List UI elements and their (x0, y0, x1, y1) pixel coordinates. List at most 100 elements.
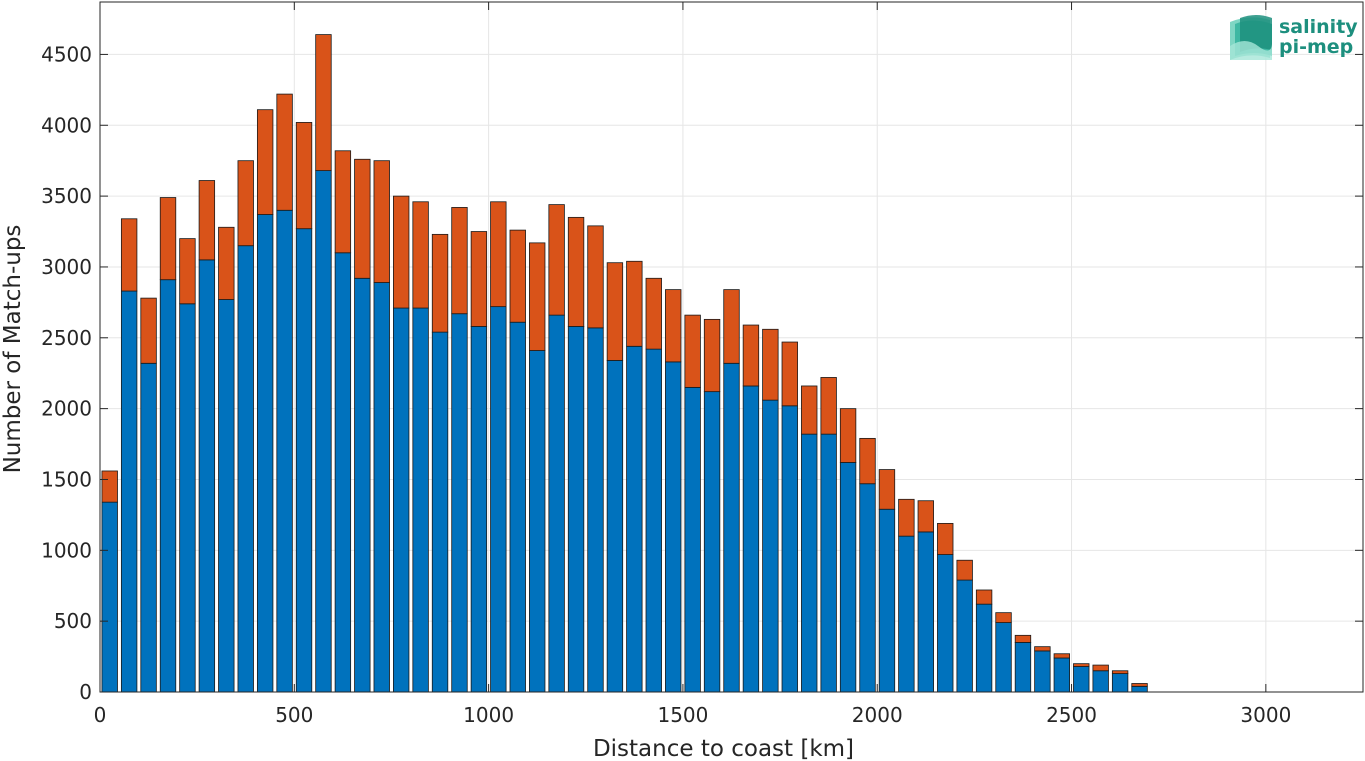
wave-logo-icon (1230, 15, 1272, 60)
bar-series-2 (665, 289, 682, 363)
bar-series-2 (548, 204, 565, 316)
bar-series-1 (645, 348, 662, 693)
bar-series-2 (237, 160, 254, 247)
bar-series-1 (781, 405, 798, 693)
bar-series-1 (956, 579, 973, 693)
bar-series-1 (665, 361, 682, 693)
bar-series-1 (159, 279, 177, 693)
bar-series-2 (1111, 670, 1129, 674)
bar-series-2 (1014, 634, 1032, 643)
bar-series-2 (917, 500, 934, 533)
bar-series-2 (878, 469, 896, 510)
bar-series-2 (295, 122, 313, 230)
bar-series-1 (354, 277, 371, 693)
logo-text-line1: salinity (1279, 16, 1358, 38)
bar-series-2 (490, 201, 507, 308)
logo-text-line2: pi-mep (1279, 36, 1353, 58)
bar-series-1 (373, 282, 390, 693)
bar-series-1 (179, 303, 196, 693)
x-tick-label: 3000 (1240, 703, 1291, 727)
bar-series-2 (373, 160, 390, 283)
y-tick-label: 4500 (41, 42, 92, 66)
bar-series-2 (820, 377, 837, 435)
bar-series-1 (703, 391, 721, 693)
bar-series-2 (1053, 653, 1070, 659)
bar-series-2 (1073, 663, 1090, 667)
bar-series-2 (742, 324, 760, 387)
bar-series-1 (1111, 673, 1129, 693)
bar-series-1 (1014, 642, 1032, 693)
y-tick-label: 500 (54, 609, 92, 633)
y-tick-label: 4000 (41, 113, 92, 137)
bar-series-1 (587, 327, 604, 693)
bar-series-1 (198, 259, 216, 693)
bar-series-1 (101, 501, 118, 693)
salinity-pi-mep-logo: salinity pi-mep (1230, 15, 1358, 60)
bar-series-2 (470, 231, 488, 327)
y-tick-label: 3000 (41, 255, 92, 279)
bar-series-2 (159, 197, 177, 281)
bar-series-1 (801, 433, 818, 693)
bar-series-1 (1053, 657, 1070, 693)
bar-series-2 (315, 34, 332, 172)
bar-series-1 (1034, 650, 1051, 693)
bar-series-2 (1034, 646, 1051, 652)
x-tick-label: 500 (275, 703, 313, 727)
bar-series-2 (276, 93, 293, 211)
bar-series-1 (742, 385, 760, 693)
bar-series-1 (626, 345, 643, 693)
bar-series-2 (898, 498, 915, 537)
bar-series-2 (995, 612, 1012, 623)
bar-series-2 (218, 226, 235, 300)
bar-series-1 (140, 362, 157, 693)
x-tick-label: 0 (94, 703, 107, 727)
y-tick-label: 3500 (41, 184, 92, 208)
x-tick-label: 2000 (852, 703, 903, 727)
bar-series-1 (723, 362, 740, 693)
x-axis-label: Distance to coast [km] (593, 736, 854, 761)
bar-series-1 (937, 554, 954, 693)
bar-series-2 (703, 318, 721, 393)
bar-series-1 (1073, 666, 1090, 693)
bar-series-2 (431, 233, 449, 333)
bar-series-2 (256, 109, 274, 215)
bar-series-2 (412, 201, 429, 309)
bar-series-1 (1131, 685, 1148, 693)
x-tick-label: 1500 (657, 703, 708, 727)
bar-series-2 (626, 260, 643, 347)
bar-series-2 (801, 385, 818, 435)
bar-series-1 (256, 214, 274, 693)
x-tick-label: 2500 (1046, 703, 1097, 727)
y-tick-label: 2500 (41, 326, 92, 350)
bar-series-2 (723, 289, 740, 364)
bar-series-1 (470, 326, 488, 693)
bar-series-1 (820, 433, 837, 693)
bar-series-2 (354, 158, 371, 279)
bar-series-1 (684, 386, 701, 693)
bar-series-2 (684, 314, 701, 388)
bar-series-1 (295, 228, 313, 693)
bar-series-1 (509, 321, 526, 693)
bar-series-2 (1131, 683, 1148, 687)
bar-series-1 (393, 307, 410, 693)
bar-series-1 (451, 313, 468, 693)
bar-series-1 (1092, 670, 1109, 693)
plot-frame (99, 1, 1364, 693)
bar-series-1 (529, 350, 546, 693)
y-axis-label: Number of Match-ups (0, 225, 26, 474)
y-tick-label: 1500 (41, 467, 92, 491)
bar-series-1 (120, 290, 138, 693)
bar-series-2 (529, 242, 546, 351)
bar-series-2 (509, 229, 526, 323)
axis-ticks: 0 500 1000 1500 2000 2500 3000 0 500 1000 1500 2000… (41, 2, 1363, 727)
bar-series-2 (179, 238, 196, 305)
bar-series-1 (237, 245, 254, 693)
y-tick-label: 1000 (41, 538, 92, 562)
bar-series-2 (334, 150, 352, 254)
bar-series-2 (975, 589, 993, 605)
x-tick-label: 1000 (463, 703, 514, 727)
bar-series-2 (120, 218, 138, 292)
bar-series-2 (140, 297, 157, 364)
bar-series-1 (218, 299, 235, 693)
